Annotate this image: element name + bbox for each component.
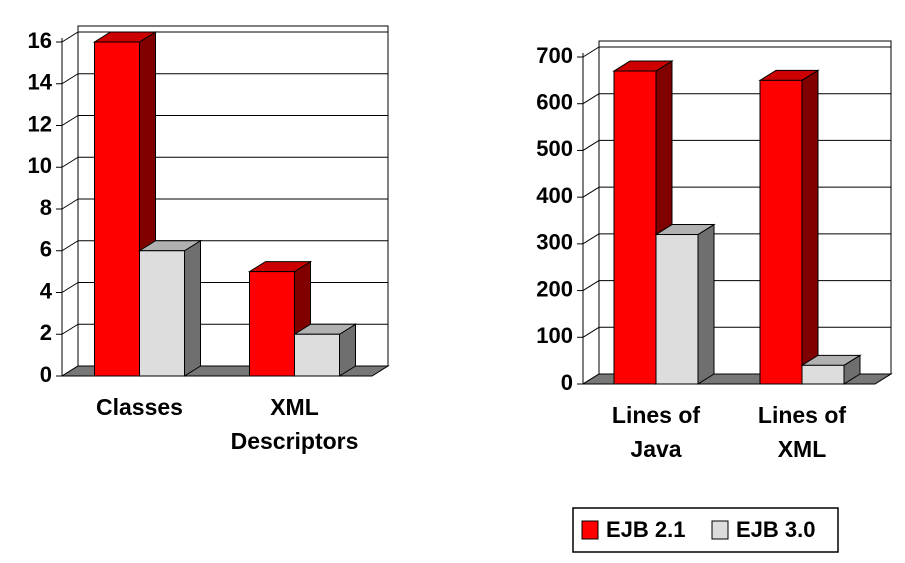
x-tick-label: XML Descriptors xyxy=(230,394,359,454)
bar-side xyxy=(184,239,201,377)
legend-swatch xyxy=(711,520,729,540)
y-tick-label: 0 xyxy=(561,370,573,395)
y-tick-label: 4 xyxy=(40,278,53,303)
depth-line xyxy=(582,280,600,291)
y-tick-label: 6 xyxy=(40,237,52,262)
bar xyxy=(655,234,699,385)
bar xyxy=(801,364,845,385)
legend-swatch xyxy=(581,520,599,540)
y-tick-label: 10 xyxy=(28,153,52,178)
depth-line xyxy=(582,140,600,151)
y-tick-label: 400 xyxy=(536,183,573,208)
y-tick-label: 300 xyxy=(536,230,573,255)
legend-box xyxy=(572,507,839,553)
y-tick-label: 200 xyxy=(536,276,573,301)
y-tick-label: 2 xyxy=(40,320,52,345)
depth-line xyxy=(582,186,600,198)
legend-label: EJB 2.1 xyxy=(606,517,686,542)
bar xyxy=(249,271,295,377)
y-tick-label: 100 xyxy=(536,323,573,348)
depth-line xyxy=(61,198,79,210)
depth-line xyxy=(61,115,79,126)
depth-line xyxy=(61,240,79,252)
bar xyxy=(139,250,185,377)
depth-line xyxy=(582,93,600,105)
depth-line xyxy=(582,326,600,338)
y-tick-label: 16 xyxy=(28,28,52,53)
y-tick-label: 14 xyxy=(28,70,53,95)
depth-line xyxy=(61,73,79,85)
bar xyxy=(294,333,340,377)
legend-label: EJB 3.0 xyxy=(736,517,816,542)
x-tick-label: Lines of Java xyxy=(611,402,701,462)
y-tick-label: 12 xyxy=(28,111,52,136)
x-tick-label: Classes xyxy=(96,394,183,420)
y-tick-label: 500 xyxy=(536,136,573,161)
bar-side xyxy=(697,223,715,385)
y-tick-label: 700 xyxy=(536,43,573,68)
depth-line xyxy=(61,156,79,168)
x-tick-label: Lines of XML xyxy=(757,402,847,462)
depth-line xyxy=(582,233,600,245)
depth-line xyxy=(582,46,600,58)
bar xyxy=(94,41,140,377)
bar xyxy=(759,79,803,385)
bar xyxy=(613,70,657,385)
y-tick-label: 0 xyxy=(40,362,52,387)
depth-line xyxy=(61,282,79,293)
y-tick-label: 600 xyxy=(536,90,573,115)
depth-line xyxy=(61,31,79,43)
bar-side xyxy=(801,69,819,385)
y-tick-label: 8 xyxy=(40,195,52,220)
depth-line xyxy=(61,323,79,335)
